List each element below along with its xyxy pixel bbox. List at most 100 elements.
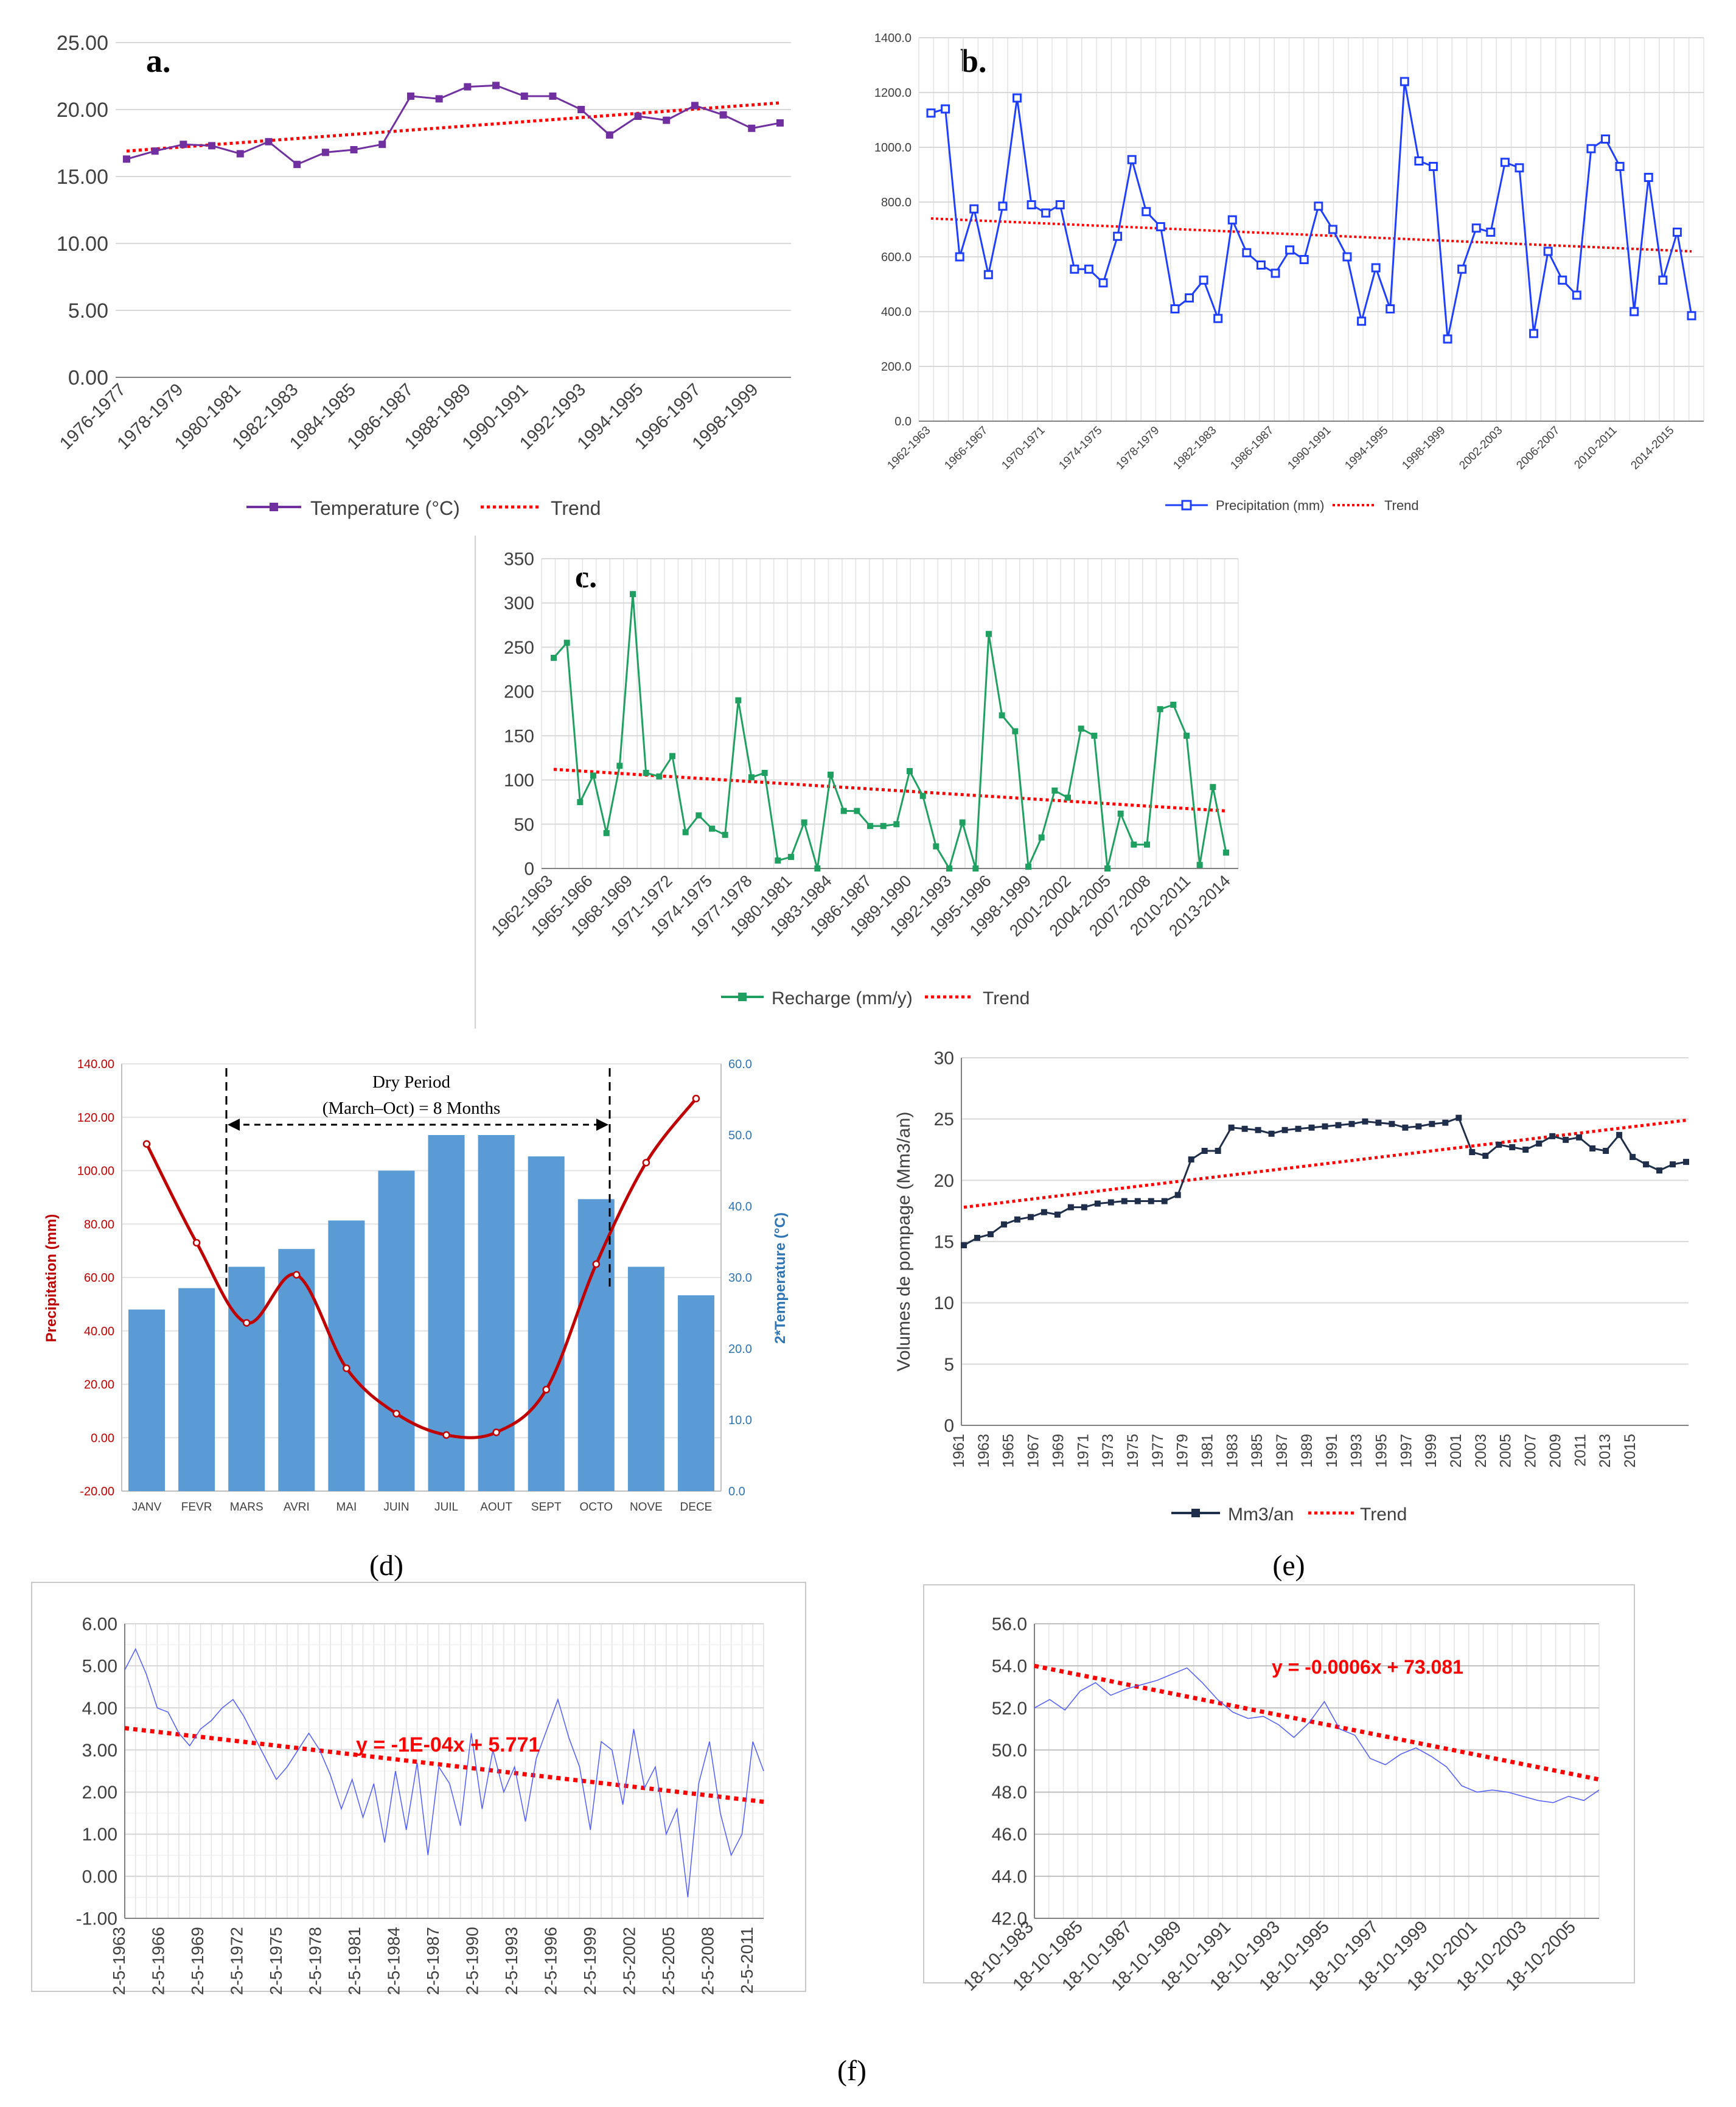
precipitation-point — [692, 1094, 700, 1103]
data-point — [1170, 304, 1180, 313]
data-point — [1242, 248, 1252, 257]
data-point — [669, 753, 675, 760]
temperature-bar — [178, 1288, 215, 1491]
x-tick-label: 1961 — [950, 1434, 967, 1468]
y-right-tick-label: 0.0 — [728, 1485, 745, 1498]
data-point — [709, 825, 715, 832]
y-tick-label: 48.0 — [992, 1783, 1027, 1803]
data-point — [1268, 1130, 1275, 1137]
data-point — [1131, 841, 1137, 848]
x-tick-label: 1981 — [1199, 1434, 1216, 1468]
x-tick-label: 2-5-2002 — [620, 1927, 639, 1995]
x-tick-label: 1987 — [1274, 1434, 1291, 1468]
data-point — [630, 591, 636, 598]
precipitation-point — [343, 1364, 350, 1372]
temperature-bar — [677, 1295, 714, 1491]
data-point — [776, 119, 784, 127]
x-tick-label: JUIL — [434, 1501, 458, 1514]
y-tick-label: 56.0 — [992, 1615, 1027, 1635]
data-point — [1328, 225, 1337, 234]
legend-a: Temperature (°C) Trend — [246, 497, 601, 519]
temperature-bar — [577, 1199, 615, 1491]
data-point — [1055, 200, 1065, 209]
legend-c: Recharge (mm/y) Trend — [721, 988, 1030, 1008]
legend-b-trend-label: Trend — [1384, 498, 1419, 513]
data-point — [955, 252, 964, 262]
data-point — [775, 857, 781, 864]
data-point — [880, 823, 887, 830]
data-point — [1443, 334, 1452, 344]
data-point — [1386, 304, 1395, 313]
precipitation-curve — [145, 1097, 697, 1439]
y-tick-label: 250 — [504, 638, 534, 658]
data-point — [1081, 1204, 1087, 1211]
data-point — [1428, 162, 1438, 171]
legend-a-trend-label: Trend — [551, 497, 601, 519]
y-tick-label: 600.0 — [881, 251, 912, 264]
data-point — [634, 113, 642, 120]
y-left-tick-label: 80.00 — [84, 1218, 114, 1231]
data-point — [959, 819, 966, 826]
data-point — [1183, 732, 1190, 739]
data-point — [1094, 1200, 1101, 1207]
data-point — [1529, 329, 1539, 338]
y-tick-label: 44.0 — [992, 1867, 1027, 1887]
legend-e-trend-label: Trend — [1360, 1504, 1407, 1525]
data-point — [1482, 1153, 1489, 1159]
y-tick-label: 200 — [504, 682, 534, 702]
data-point — [1414, 156, 1424, 166]
x-tick-label: 1994-1995 — [1342, 424, 1390, 472]
data-point — [265, 138, 273, 145]
data-point — [1615, 162, 1625, 171]
y-tick-label: 6.00 — [82, 1615, 117, 1635]
y-tick-label: 0 — [524, 859, 534, 879]
data-point — [748, 774, 755, 781]
series-line — [1034, 1667, 1600, 1803]
chart-d-climatogram: -20.00 0.00 20.00 40.00 60.00 80.00 100.00 120.… — [43, 1058, 789, 1514]
data-point — [1185, 293, 1194, 302]
data-point — [1199, 275, 1208, 285]
data-point — [974, 1234, 980, 1241]
data-point — [1357, 316, 1367, 326]
data-point — [1314, 201, 1323, 211]
data-point — [682, 829, 689, 836]
x-tick-label: 2014-2015 — [1628, 424, 1676, 472]
legend-b: Precipitation (mm) Trend — [1165, 498, 1419, 513]
dry-period-arrowhead-right — [596, 1119, 608, 1131]
x-tick-label: 2-5-1975 — [267, 1927, 285, 1995]
data-point — [761, 769, 768, 776]
y-tick-label: 10.00 — [57, 232, 108, 256]
data-point — [1658, 275, 1668, 285]
y-right-tick-label: 20.0 — [728, 1343, 752, 1356]
data-point — [1027, 1214, 1034, 1220]
x-tick-label: 2-5-1978 — [306, 1927, 325, 1995]
temperature-bar — [328, 1220, 365, 1491]
x-tick-label: 2009 — [1547, 1434, 1564, 1468]
data-point — [691, 102, 699, 110]
precipitation-point — [392, 1410, 400, 1418]
x-tick-label: 2005 — [1497, 1434, 1515, 1468]
precipitation-point — [242, 1319, 251, 1327]
data-point — [1014, 1216, 1020, 1223]
data-point — [828, 771, 834, 778]
y-tick-label: 46.0 — [992, 1825, 1027, 1845]
data-point — [1013, 93, 1022, 103]
panel-label-b: b. — [960, 43, 987, 79]
precipitation-point — [142, 1140, 151, 1148]
data-point — [748, 124, 756, 132]
y-right-axis-title: 2*Temperature (°C) — [772, 1212, 789, 1344]
data-point — [1630, 1154, 1636, 1161]
y-tick-label: 25.00 — [57, 32, 108, 55]
data-point — [1255, 1127, 1261, 1133]
data-point — [1067, 1204, 1074, 1211]
data-point — [492, 82, 500, 89]
data-point — [893, 821, 900, 828]
data-point — [1509, 1144, 1516, 1150]
trend-line — [1034, 1663, 1600, 1782]
y-left-tick-label: 140.00 — [77, 1058, 114, 1071]
y-left-tick-label: 100.00 — [77, 1165, 114, 1178]
data-point — [1134, 1198, 1141, 1204]
data-point — [695, 812, 702, 819]
data-point — [208, 142, 216, 150]
